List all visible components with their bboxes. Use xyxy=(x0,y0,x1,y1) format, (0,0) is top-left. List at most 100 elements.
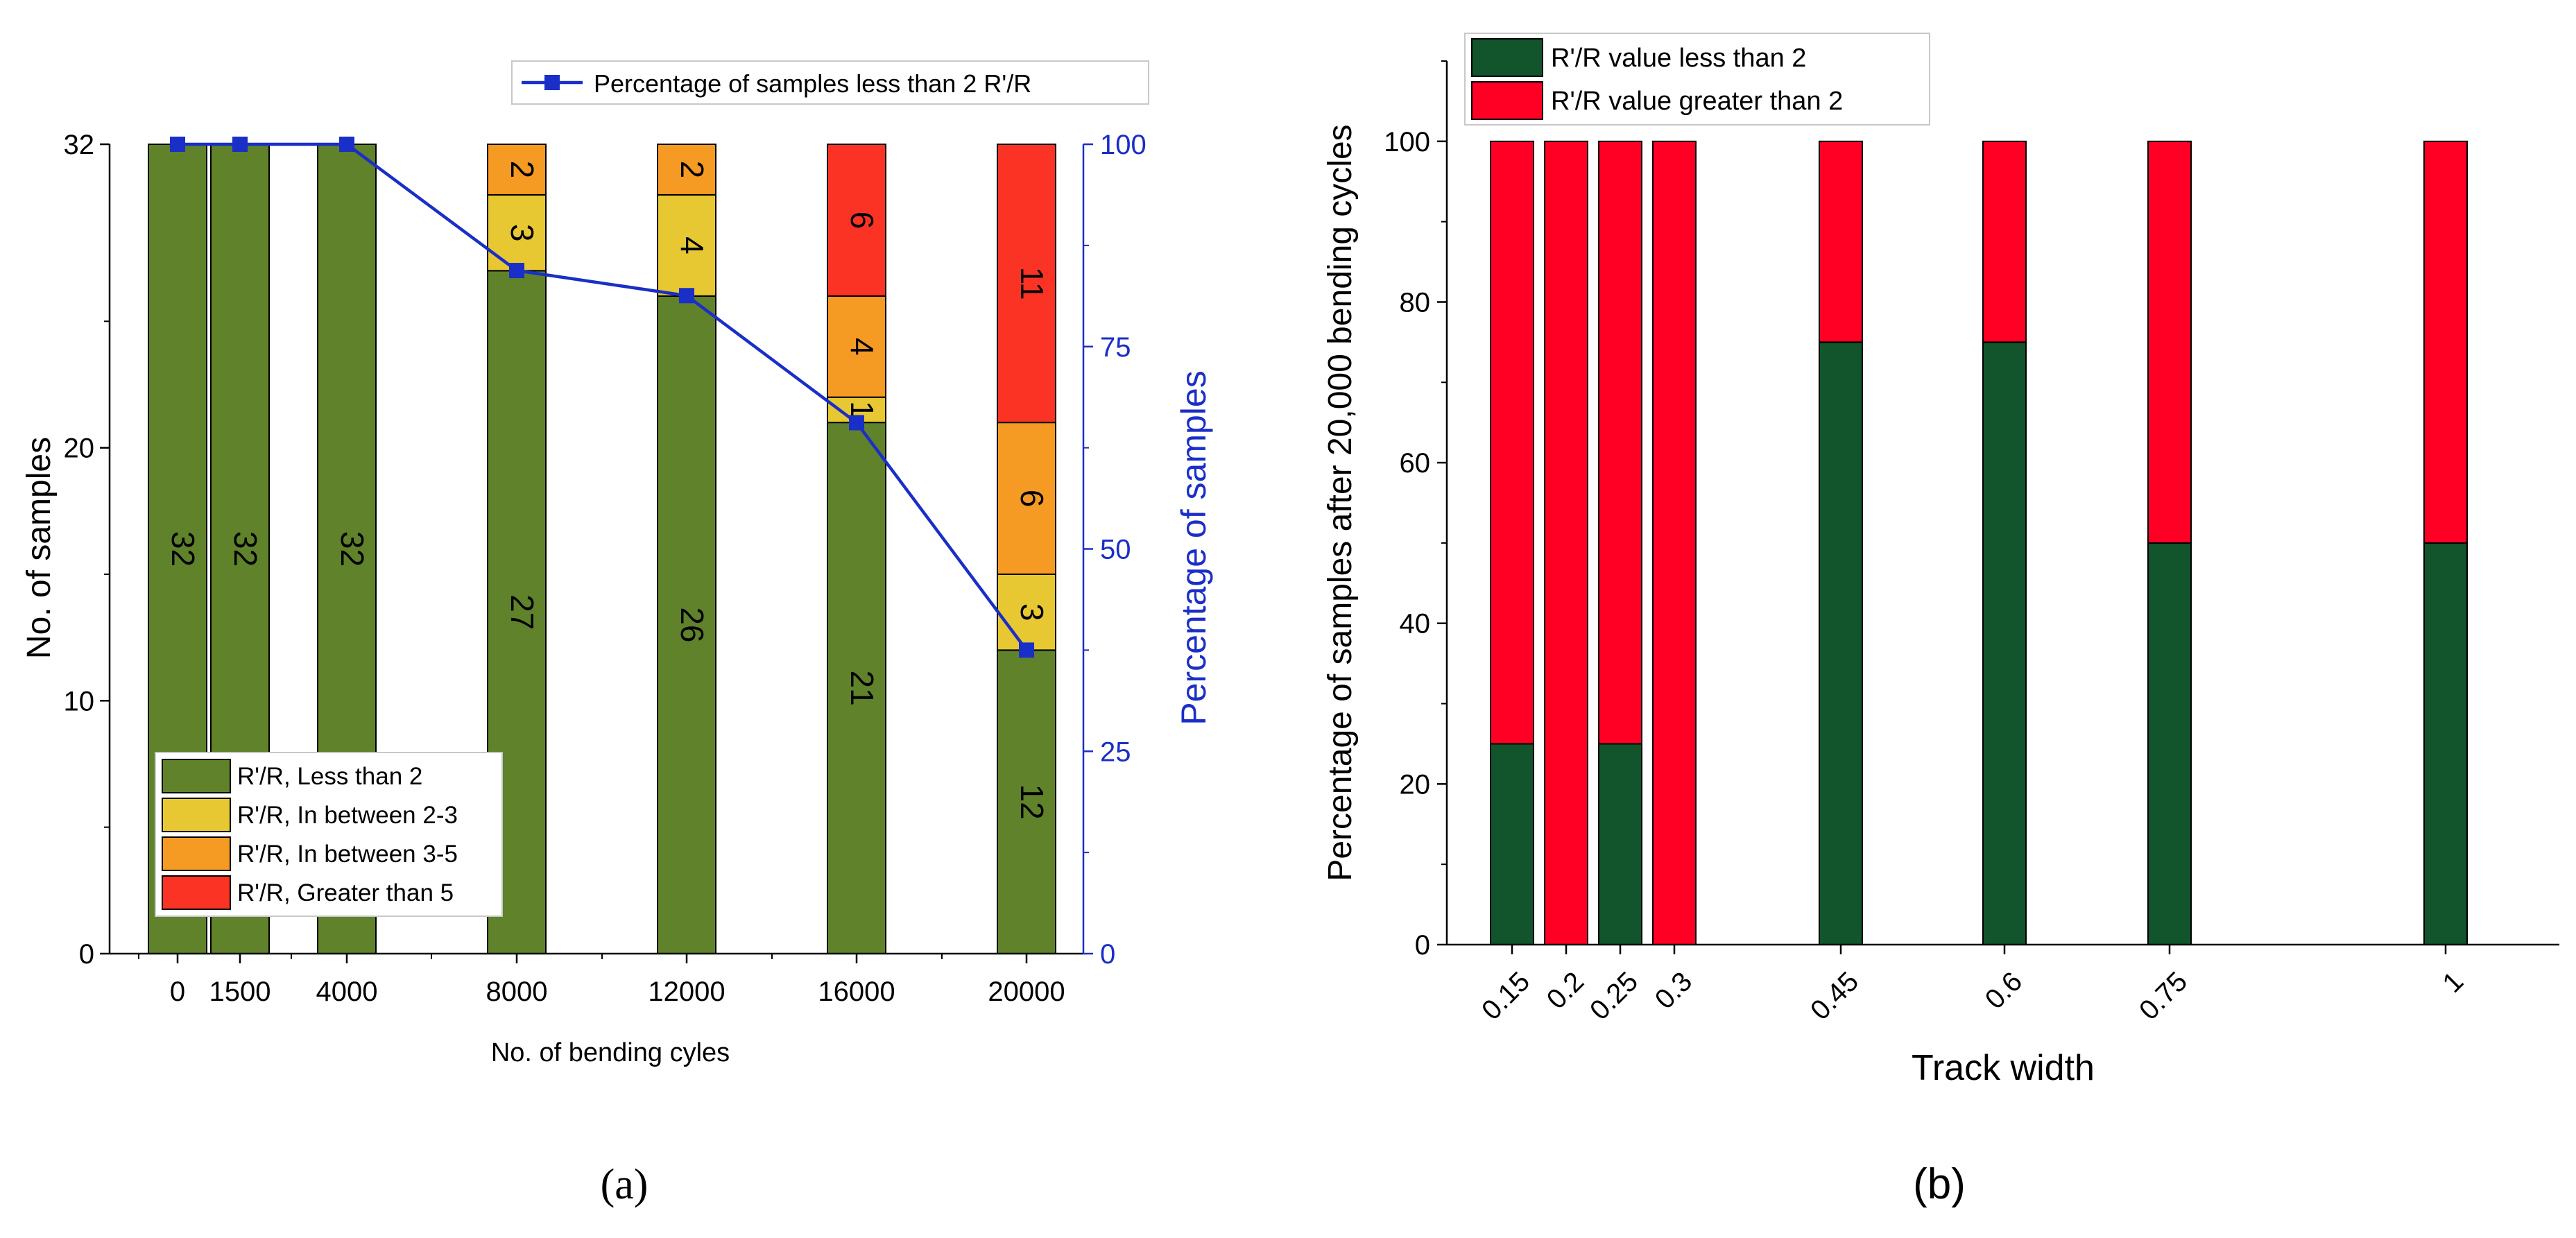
legend-swatch xyxy=(1471,81,1543,120)
percentage-line xyxy=(178,142,1028,651)
bar-segment xyxy=(1598,743,1642,946)
line-legend-box xyxy=(511,60,1149,105)
panel-label-a: (a) xyxy=(601,1161,649,1208)
data-label: 32 xyxy=(227,531,264,567)
bar-segment xyxy=(1819,140,1863,343)
y-tick-label: 20 xyxy=(1400,769,1431,800)
legend-label: R'/R value less than 2 xyxy=(1551,44,1806,73)
x-tick-label: 4000 xyxy=(316,977,378,1007)
data-label: 2 xyxy=(504,161,540,179)
legend-label: R'/R, In between 2-3 xyxy=(237,802,458,829)
y-tick-label: 32 xyxy=(64,130,95,160)
y-tick-label: 80 xyxy=(1400,287,1431,318)
legend-label: R'/R, Greater than 5 xyxy=(237,879,454,906)
line-point xyxy=(232,137,248,152)
y-tick-label: 20 xyxy=(64,433,95,464)
bar-segment xyxy=(1819,341,1863,945)
y2-tick-label: 100 xyxy=(1100,130,1147,160)
line-point xyxy=(849,415,864,431)
x-tick-label: 0.45 xyxy=(1805,966,1864,1026)
legend-swatch xyxy=(162,836,231,871)
line-point xyxy=(679,288,694,304)
bar-segment xyxy=(1490,743,1534,946)
legend-swatch xyxy=(162,759,231,793)
data-label: 32 xyxy=(165,531,201,567)
line-point xyxy=(1019,642,1034,658)
x-axis-title: No. of bending cyles xyxy=(491,1038,730,1067)
y-tick-label: 40 xyxy=(1400,609,1431,639)
bar-segment xyxy=(997,144,1056,424)
y2-axis-title: Percentage of samples xyxy=(1174,370,1213,725)
x-tick-label: 1 xyxy=(2437,966,2469,999)
data-label: 4 xyxy=(674,237,710,255)
bar-segment xyxy=(1652,140,1697,945)
bar-segment xyxy=(2147,542,2192,945)
data-label: 11 xyxy=(1014,267,1050,300)
data-label: 6 xyxy=(1014,490,1050,508)
line-point xyxy=(339,137,354,152)
data-label: 12 xyxy=(1014,784,1050,820)
data-label: 2 xyxy=(674,161,710,179)
x-tick-label: 1500 xyxy=(209,977,271,1007)
bar-segment xyxy=(2423,140,2468,544)
bar-segment xyxy=(997,573,1056,651)
x-tick-label: 0.25 xyxy=(1584,966,1644,1026)
y-axis-title: No. of samples xyxy=(21,437,58,659)
y-tick-label: 0 xyxy=(1415,930,1430,961)
x-tick-label: 16000 xyxy=(818,977,895,1007)
x-tick-label: 0.75 xyxy=(2133,966,2193,1026)
chart-a: 32 32 322732264221146123611010203202550751… xyxy=(21,60,1213,1208)
bar-segment xyxy=(827,295,886,398)
legend-label: R'/R, Less than 2 xyxy=(237,763,422,790)
line-legend-marker xyxy=(544,75,560,90)
x-tick-label: 0 xyxy=(170,977,185,1007)
bar-segment xyxy=(2147,140,2192,544)
bar-segment xyxy=(1490,140,1534,745)
line-point xyxy=(509,263,524,279)
bar-segment xyxy=(487,144,547,196)
bar-segment xyxy=(827,144,886,297)
x-tick-label: 0.15 xyxy=(1476,966,1536,1026)
bar-segment xyxy=(827,422,886,954)
bar-segment xyxy=(1598,140,1642,745)
data-label: 3 xyxy=(1014,603,1050,621)
legend-swatch xyxy=(162,875,231,910)
y-tick-label: 100 xyxy=(1384,127,1430,157)
bar-segment xyxy=(657,144,716,196)
x-tick-label: 20000 xyxy=(988,977,1065,1007)
bar-segment xyxy=(1544,140,1588,945)
data-label: 26 xyxy=(674,607,710,642)
chart-b: 0 20 40 60 80 100 0.15 0.20.25 0.3 0.45 0.6 0.75 1 Tr… xyxy=(1322,33,2559,1208)
x-tick-label: 12000 xyxy=(648,977,725,1007)
bar-segment xyxy=(997,422,1056,575)
y2-tick-label: 75 xyxy=(1100,332,1131,363)
y-tick-label: 10 xyxy=(64,686,95,716)
bar-segment xyxy=(657,194,716,297)
y2-tick-label: 0 xyxy=(1100,939,1115,970)
y2-tick-label: 50 xyxy=(1100,535,1131,565)
data-label: 6 xyxy=(844,212,880,230)
line-point xyxy=(170,137,185,152)
x-tick-label: 8000 xyxy=(486,977,548,1007)
y-tick-label: 60 xyxy=(1400,448,1431,479)
line-legend-label: Percentage of samples less than 2 R'/R xyxy=(594,69,1031,98)
legend-swatch xyxy=(162,798,231,832)
data-label: 32 xyxy=(334,531,370,567)
data-label: 21 xyxy=(844,670,880,705)
legend-label: R'/R value greater than 2 xyxy=(1551,87,1843,116)
legend-swatch xyxy=(1471,38,1543,77)
legend-label: R'/R, In between 3-5 xyxy=(237,841,458,868)
data-label: 3 xyxy=(504,224,540,242)
panel-label-b: (b) xyxy=(1913,1160,1966,1208)
x-tick-label: 0.6 xyxy=(1980,966,2028,1015)
x-tick-label: 0.3 xyxy=(1649,966,1698,1015)
data-label: 4 xyxy=(844,338,880,356)
y-tick-label: 0 xyxy=(79,939,94,970)
bar-segment xyxy=(1982,341,2027,945)
y2-tick-label: 25 xyxy=(1100,737,1131,767)
bar-segment xyxy=(2423,542,2468,945)
data-label: 27 xyxy=(504,594,540,630)
x-tick-label: 0.2 xyxy=(1541,966,1590,1015)
bar-segment xyxy=(1982,140,2027,343)
